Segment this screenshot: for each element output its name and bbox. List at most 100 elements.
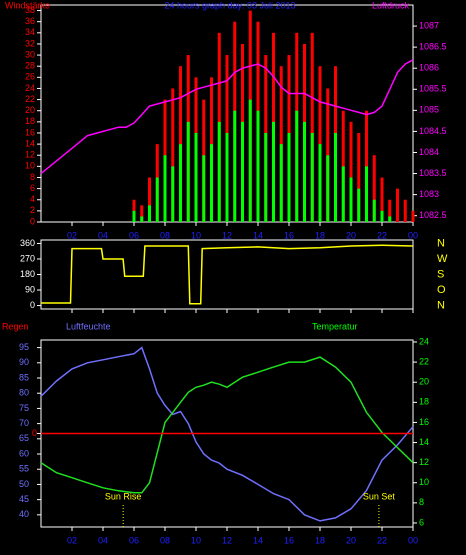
bar <box>264 132 268 222</box>
y-tick-label: 2 <box>30 205 35 215</box>
y-tick-label: 12 <box>419 457 429 467</box>
y-tick-label: 10 <box>419 477 429 487</box>
bar <box>210 144 213 222</box>
y-tick-label: 50 <box>19 479 29 489</box>
y-tick-label: 14 <box>25 138 35 148</box>
y-tick-label: 1086.5 <box>419 42 447 52</box>
y-tick-label: 180 <box>20 269 35 279</box>
bar <box>140 216 144 222</box>
y-tick-label: 0 <box>30 216 35 226</box>
bar <box>155 177 159 222</box>
y-tick-label: 24 <box>25 83 35 93</box>
bar <box>194 132 198 222</box>
y-tick-label: 70 <box>19 418 29 428</box>
bar <box>272 121 275 222</box>
y2-tick-label: O <box>437 284 446 296</box>
y-tick-label: 8 <box>419 497 424 507</box>
bar <box>380 210 384 222</box>
bar <box>132 210 136 222</box>
y-tick-label: 1082.5 <box>419 210 447 220</box>
y-tick-label: 20 <box>25 105 35 115</box>
x-tick-label: 04 <box>98 535 108 545</box>
y-tick-label: 90 <box>25 284 35 294</box>
bar <box>287 132 291 222</box>
y-tick-label: 85 <box>19 372 29 382</box>
bar <box>341 166 345 222</box>
y-tick-label: 8 <box>30 172 35 182</box>
x-tick-label: 00 <box>408 535 418 545</box>
y-tick-label: 1083.5 <box>419 168 447 178</box>
bar <box>372 199 376 222</box>
y-tick-label: 1087 <box>419 20 439 30</box>
x-tick-label: 02 <box>67 535 77 545</box>
y-tick-label: 30 <box>25 49 35 59</box>
bar <box>326 155 330 222</box>
bar <box>334 132 337 222</box>
y-tick-label: 60 <box>19 448 29 458</box>
bar <box>248 99 252 222</box>
y-tick-label: 34 <box>25 27 35 37</box>
bar <box>349 177 353 222</box>
y-tick-label: 18 <box>25 116 35 126</box>
y-tick-label: 26 <box>25 72 35 82</box>
data-line <box>41 244 414 305</box>
x-tick-label: 20 <box>346 535 356 545</box>
data-line <box>40 356 414 494</box>
bar <box>171 166 175 222</box>
y-tick-label: 270 <box>20 253 35 263</box>
chart-title: 24 hours graph day: 03 Juli 2013 <box>164 0 295 10</box>
y2-tick-label: N <box>437 299 445 311</box>
y-tick-label: 65 <box>19 433 29 443</box>
x-tick-label: 18 <box>315 535 325 545</box>
y-tick-label: 16 <box>25 127 35 137</box>
bar <box>241 121 244 222</box>
x-tick-label: 16 <box>284 535 294 545</box>
y-tick-label: 40 <box>19 509 29 519</box>
y-tick-label: 22 <box>419 356 429 366</box>
bar <box>318 144 322 222</box>
y-tick-label: 6 <box>419 517 424 527</box>
bar <box>225 132 229 222</box>
y-tick-label: 0 <box>32 428 37 438</box>
x-tick-label: 06 <box>129 230 139 240</box>
bar <box>388 216 392 222</box>
y-tick-label: 36 <box>25 16 35 26</box>
y-tick-label: 1085 <box>419 105 439 115</box>
y-tick-label: 10 <box>25 161 35 171</box>
x-tick-label: 14 <box>253 230 263 240</box>
bar <box>186 121 190 222</box>
y-tick-label: 75 <box>19 403 29 413</box>
y-tick-label: 14 <box>419 437 429 447</box>
y-tick-label: 6 <box>30 183 35 193</box>
bar <box>388 199 392 222</box>
y2-label: Temperatur <box>312 321 358 331</box>
bar <box>171 88 175 222</box>
bar <box>140 205 144 222</box>
bar <box>179 144 182 222</box>
x-tick-label: 20 <box>346 230 356 240</box>
y-tick-label: 80 <box>19 388 29 398</box>
bar <box>357 132 361 222</box>
y-tick-label: 90 <box>19 357 29 367</box>
bar <box>310 132 314 222</box>
y-tick-label: 16 <box>419 417 429 427</box>
y2-tick-label: N <box>437 237 445 249</box>
x-tick-label: 08 <box>160 535 170 545</box>
y-tick-label: 1083 <box>419 189 439 199</box>
y-tick-label: 45 <box>19 494 29 504</box>
bar <box>372 155 376 222</box>
y-tick-label: 20 <box>419 377 429 387</box>
x-tick-label: 12 <box>222 230 232 240</box>
y-tick-label: 38 <box>25 5 35 15</box>
x-tick-label: 10 <box>191 230 201 240</box>
x-tick-label: 14 <box>253 535 263 545</box>
y-tick-label: 55 <box>19 464 29 474</box>
bar <box>148 205 151 222</box>
bar <box>365 166 368 222</box>
x-tick-label: 22 <box>377 535 387 545</box>
y-tick-label: 360 <box>20 238 35 248</box>
y-tick-label: 24 <box>419 336 429 346</box>
y-tick-label: 1085.5 <box>419 84 447 94</box>
